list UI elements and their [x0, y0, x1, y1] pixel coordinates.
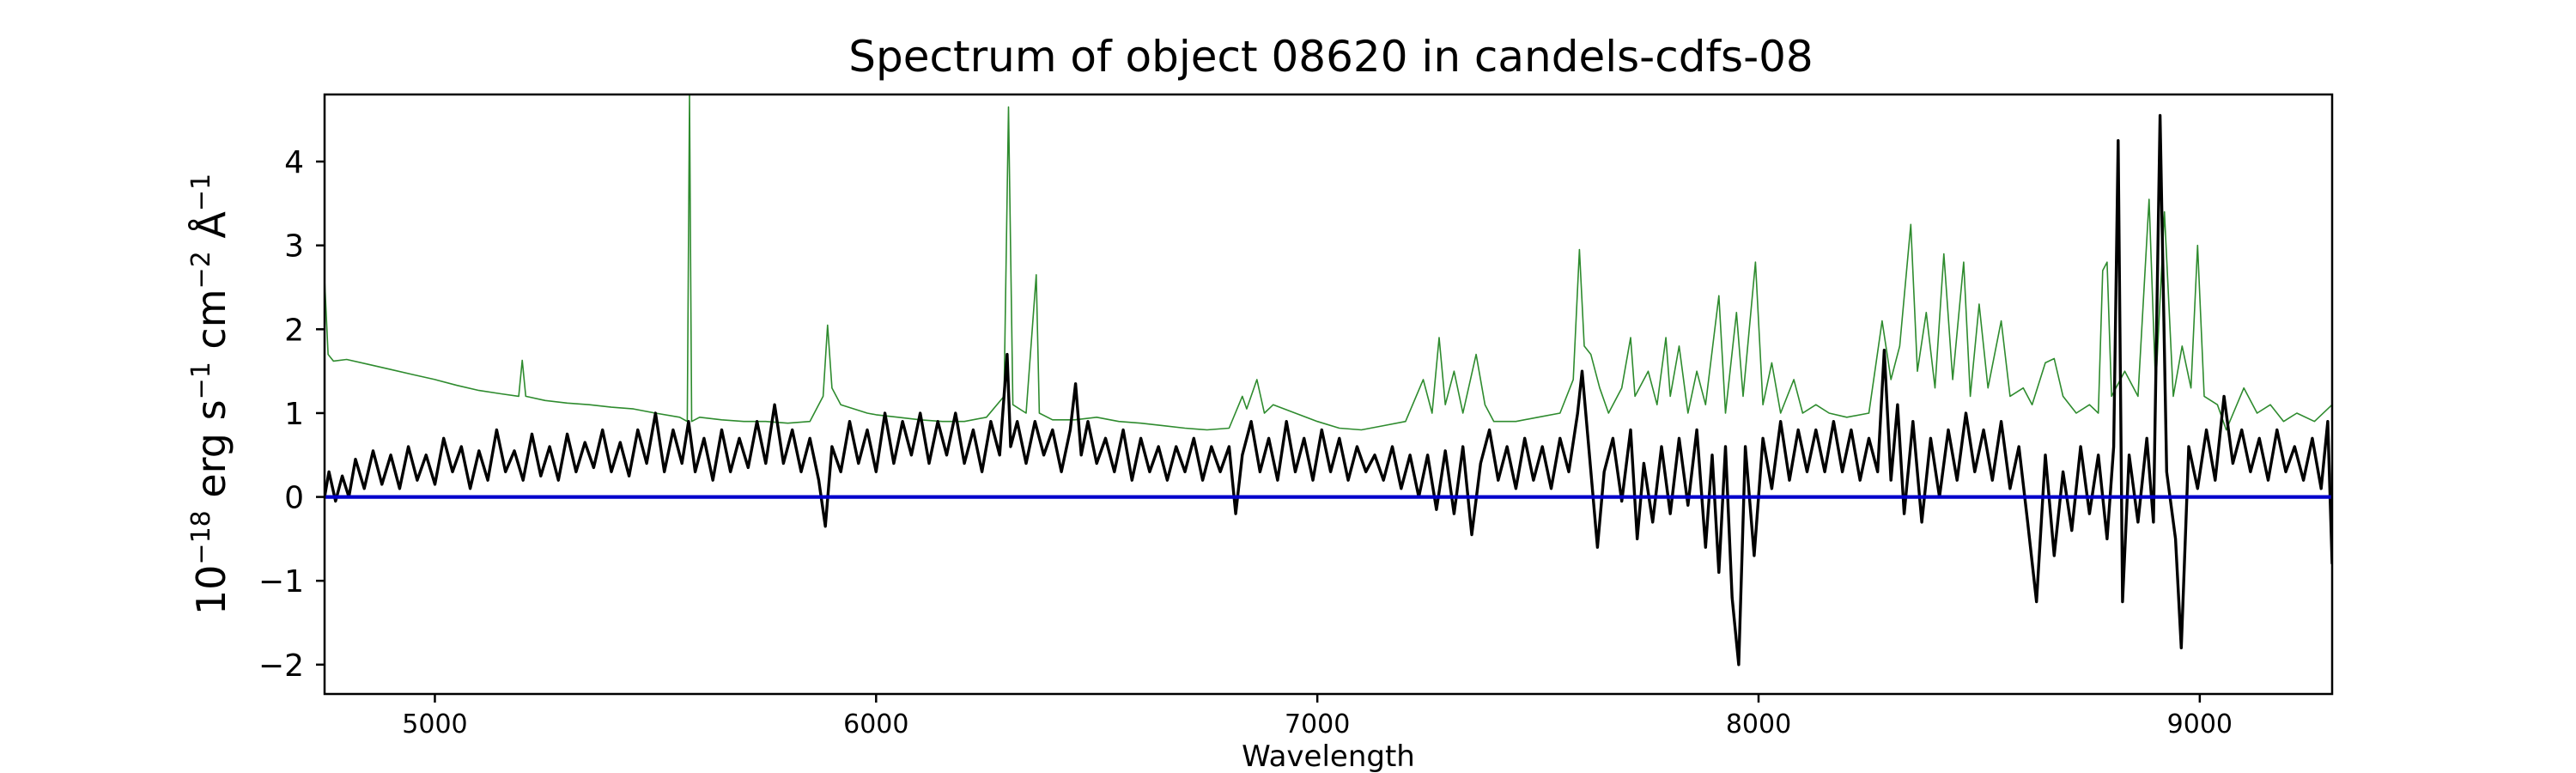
x-axis-label: Wavelength: [1242, 740, 1415, 773]
y-tick-label: 1: [284, 397, 304, 432]
x-tick-label: 6000: [843, 709, 908, 740]
y-tick-label: −2: [258, 648, 304, 684]
plot-frame: [323, 93, 2334, 696]
y-tick-label: 4: [284, 145, 304, 180]
y-tick-label: 2: [284, 313, 304, 348]
y-tick-label: 0: [284, 481, 304, 516]
series-layer: [325, 94, 2332, 666]
x-tick-label: 5000: [402, 709, 467, 740]
error-series-line: [325, 94, 2332, 431]
y-tick-label: 3: [284, 229, 304, 265]
plot-area: [323, 93, 2334, 696]
chart-title: Spectrum of object 08620 in candels-cdfs…: [848, 32, 1814, 82]
y-tick-label: −1: [258, 564, 304, 600]
x-axis: 5000 6000 7000 8000 9000: [402, 694, 2233, 740]
y-axis-label: 10−18 erg s−1 cm−2 Å−1: [186, 173, 234, 615]
x-tick-label: 8000: [1726, 709, 1791, 740]
flux-series-line: [325, 113, 2332, 666]
x-tick-label: 7000: [1285, 709, 1350, 740]
y-axis: −2 −1 0 1 2 3 4: [258, 145, 325, 684]
x-tick-label: 9000: [2167, 709, 2233, 740]
